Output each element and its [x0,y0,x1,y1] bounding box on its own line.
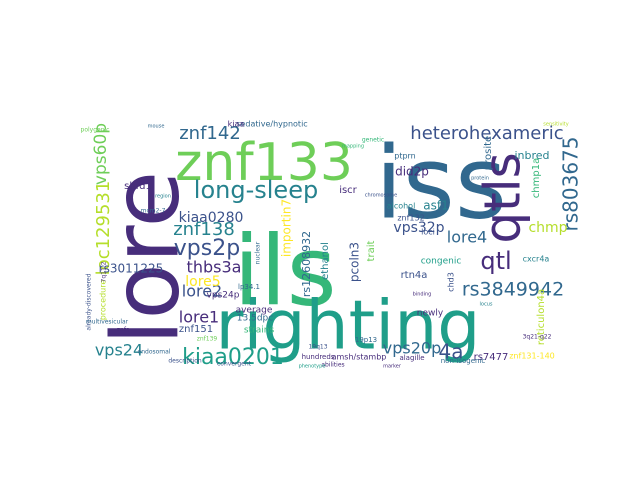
cloud-word: genetic [362,137,384,144]
cloud-word: znf139 [197,336,218,343]
cloud-word: kiaa0280 [179,210,244,226]
cloud-word: 7q11.2 [101,261,108,282]
cloud-word: sedative/hypnotic [236,120,307,129]
cloud-word: lore5 [185,274,220,290]
cloud-word: binding [413,292,432,298]
cloud-word: znf142 [179,123,241,144]
cloud-word: chromosome [365,193,397,199]
cloud-word: lore [92,171,199,345]
cloud-word: abilities [321,362,344,369]
cloud-word: long-sleep [194,176,318,204]
cloud-word: reticulon4a [536,289,547,345]
cloud-word: qtl [480,247,511,275]
cloud-word: description [168,358,202,365]
cloud-word: pcoln3 [348,242,362,282]
cloud-word: alcohol [387,202,416,211]
cloud-word: kiaa0201 [182,345,284,370]
cloud-word: 13.5dpc [237,314,273,324]
cloud-word: ptprn [394,152,416,161]
cloud-word: sensitivity [543,122,569,128]
cloud-word: marker [383,364,402,370]
cloud-word: righting [216,287,481,366]
cloud-word: iss [375,124,507,241]
cloud-word: trait [366,240,377,261]
cloud-word: rs12608932 [300,231,313,297]
cloud-word: already-discovered [86,273,93,330]
cloud-word: rs3849942 [462,279,564,301]
cloud-word: kiaa [228,120,245,129]
cloud-word: qtls [474,152,532,243]
cloud-word: protein [471,176,489,182]
cloud-word: did2p [395,165,429,179]
cloud-word: prosite [483,136,494,170]
cloud-word: phenotype [299,364,326,370]
cloud-word: inbred [514,149,549,162]
cloud-word: hundreds [302,353,335,361]
cloud-word: average [236,306,273,316]
cloud-word: 4a [439,340,464,364]
cloud-word: procedure [99,280,108,321]
cloud-word: alagille [399,354,424,362]
cloud-word: asf1 [423,199,448,213]
cloud-word: lore2 [182,282,222,301]
cloud-word: znf131-140 [509,352,555,361]
cloud-word: vps60p [91,123,111,185]
cloud-word: loc129531 [93,181,114,276]
cloud-word: lore4 [447,228,487,247]
cloud-word: znf138 [173,219,235,240]
cloud-word: mapping [342,144,364,150]
cloud-word: lp34.1 [238,283,260,291]
cloud-word: locus [480,302,493,308]
cloud-word: heterohexameric [410,123,563,144]
cloud-word: importin7 [280,199,294,257]
cloud-word: endosomal [138,349,171,356]
cloud-word: cxcr4a [523,255,550,264]
cloud-word: strains [244,326,275,336]
cloud-word: polygenic [81,127,110,134]
cloud-word: mcm2-7 [141,208,166,215]
cloud-word: rtn4a [401,270,428,281]
cloud-word: znfs [117,327,129,334]
cloud-word: vps20p [383,339,441,358]
cloud-word: loci [421,228,435,237]
cloud-word: rs7477 [474,352,509,363]
cloud-word: znf151 [179,324,213,335]
cloud-word: ethanol [320,242,331,280]
cloud-word: region [155,194,171,200]
cloud-word: vps24 [95,341,143,360]
cloud-word: shfd1 [124,181,152,192]
cloud-word: chmp1a [531,158,542,198]
cloud-word: znf133 [175,133,353,193]
cloud-word: congenic [421,257,462,267]
cloud-word: convergent [217,361,252,368]
cloud-word: non-isogenic [441,357,486,365]
cloud-word: 19q13 [308,344,327,351]
cloud-word: iscr [339,185,357,196]
cloud-word: vps32p [393,220,444,236]
cloud-word: rs3011225 [99,262,164,276]
cloud-word: rs803675 [559,137,583,232]
cloud-word: mouse [148,124,165,130]
cloud-word: vps24p [207,291,240,301]
cloud-word: 19p13 [355,336,377,344]
cloud-word: ils [233,215,336,327]
cloud-word: nuclear [255,241,262,264]
cloud-word: thbs3a [187,258,242,277]
cloud-word: lore1 [179,308,219,327]
cloud-word: chd3 [447,272,456,292]
cloud-word: vps2p [174,236,240,261]
cloud-word: multivesicular [86,319,129,326]
cloud-word: znf132 [397,214,424,223]
cloud-word: amsh/stambp [332,353,387,362]
cloud-word: newly [417,309,444,319]
cloud-word: chmp [528,220,567,236]
cloud-word: 3q21-q22 [523,334,552,341]
